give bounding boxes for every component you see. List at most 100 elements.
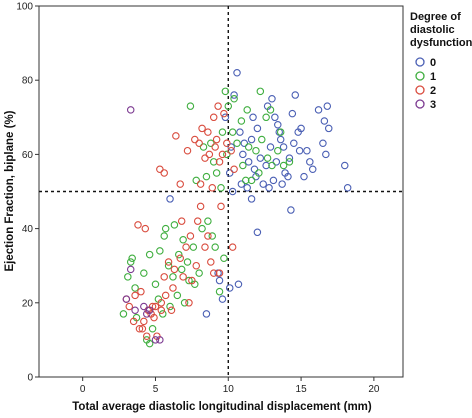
data-point	[196, 202, 205, 211]
data-point	[192, 261, 200, 270]
data-point	[204, 232, 212, 240]
data-point	[223, 150, 231, 159]
data-point	[276, 128, 285, 136]
data-point	[320, 117, 329, 125]
data-point	[208, 184, 217, 192]
data-point	[161, 224, 170, 233]
legend-marker	[415, 85, 425, 95]
data-point	[303, 146, 311, 155]
data-point	[122, 295, 131, 303]
data-point	[227, 146, 235, 155]
data-point	[173, 291, 182, 300]
data-point	[176, 180, 184, 188]
x-axis-title: Total average diastolic longitudinal dis…	[72, 401, 372, 413]
data-point	[138, 325, 147, 333]
data-point	[279, 161, 288, 170]
legend: Degree of diastolic dysfunction 0 1 2 3	[410, 11, 472, 111]
data-point	[258, 135, 266, 144]
data-point	[233, 69, 241, 77]
data-point	[145, 339, 154, 348]
legend-marker	[415, 99, 425, 109]
data-point	[255, 169, 263, 177]
data-point	[284, 172, 292, 181]
data-point	[159, 310, 167, 318]
data-point	[124, 273, 132, 281]
data-point	[263, 154, 272, 162]
data-point	[220, 254, 228, 263]
legend-item-3: 3	[415, 99, 436, 111]
series-1-points	[119, 87, 294, 348]
data-point	[341, 161, 349, 170]
data-point	[193, 217, 202, 225]
data-point	[129, 317, 138, 326]
data-point	[290, 139, 298, 148]
data-point	[207, 258, 215, 266]
data-point	[209, 113, 218, 122]
data-point	[204, 217, 212, 225]
y-tick-label: 0	[27, 373, 33, 384]
data-point	[268, 95, 276, 103]
data-point	[271, 113, 279, 122]
x-tick-label: 20	[368, 384, 380, 395]
data-point	[176, 254, 184, 263]
data-point	[234, 280, 243, 288]
data-point	[243, 184, 251, 192]
data-point	[164, 258, 173, 266]
data-point	[288, 109, 297, 118]
data-point	[225, 169, 234, 177]
series-3-points	[122, 106, 164, 344]
data-point	[199, 143, 208, 151]
data-point	[201, 243, 209, 251]
legend-item-1: 1	[415, 71, 436, 83]
data-point	[145, 250, 154, 259]
legend-label: 3	[430, 99, 436, 111]
legend-label: 1	[430, 71, 436, 83]
legend-title-line-2: diastolic	[410, 24, 455, 36]
y-tick-label: 20	[22, 298, 34, 309]
data-point	[221, 87, 230, 96]
data-point	[202, 172, 211, 181]
data-point	[179, 235, 187, 244]
data-points	[119, 69, 352, 348]
data-point	[167, 306, 176, 314]
data-point	[247, 176, 256, 185]
data-point	[247, 195, 256, 203]
legend-item-0: 0	[415, 57, 436, 69]
data-point	[268, 161, 276, 170]
data-point	[252, 146, 260, 155]
data-point	[160, 273, 168, 281]
data-point	[218, 128, 227, 136]
data-point	[191, 135, 199, 144]
data-point	[148, 325, 157, 333]
data-point	[201, 154, 209, 162]
data-point	[169, 273, 177, 281]
data-point	[188, 276, 196, 285]
legend-label: 2	[430, 85, 436, 97]
data-point	[209, 158, 218, 166]
data-point	[297, 124, 305, 133]
data-point	[272, 158, 281, 166]
data-point	[253, 228, 262, 237]
data-point	[256, 87, 265, 96]
data-point	[160, 169, 168, 177]
y-axis-ticks: 0 20 40 60 80 100	[16, 2, 39, 384]
data-point	[276, 135, 285, 144]
data-point	[205, 150, 214, 159]
data-point	[207, 139, 215, 148]
data-point	[233, 139, 241, 148]
data-point	[239, 161, 247, 170]
data-point	[119, 310, 128, 318]
data-point	[240, 139, 249, 148]
y-axis-title: Ejection Fraction, biplane (%)	[4, 110, 16, 271]
data-point	[172, 132, 180, 140]
data-point	[300, 172, 308, 181]
data-point	[242, 176, 250, 185]
data-point	[244, 158, 253, 166]
data-point	[151, 336, 160, 344]
data-point	[170, 221, 179, 229]
data-point	[279, 143, 288, 151]
data-point	[185, 299, 193, 307]
data-point	[180, 299, 189, 307]
data-point	[208, 232, 217, 240]
